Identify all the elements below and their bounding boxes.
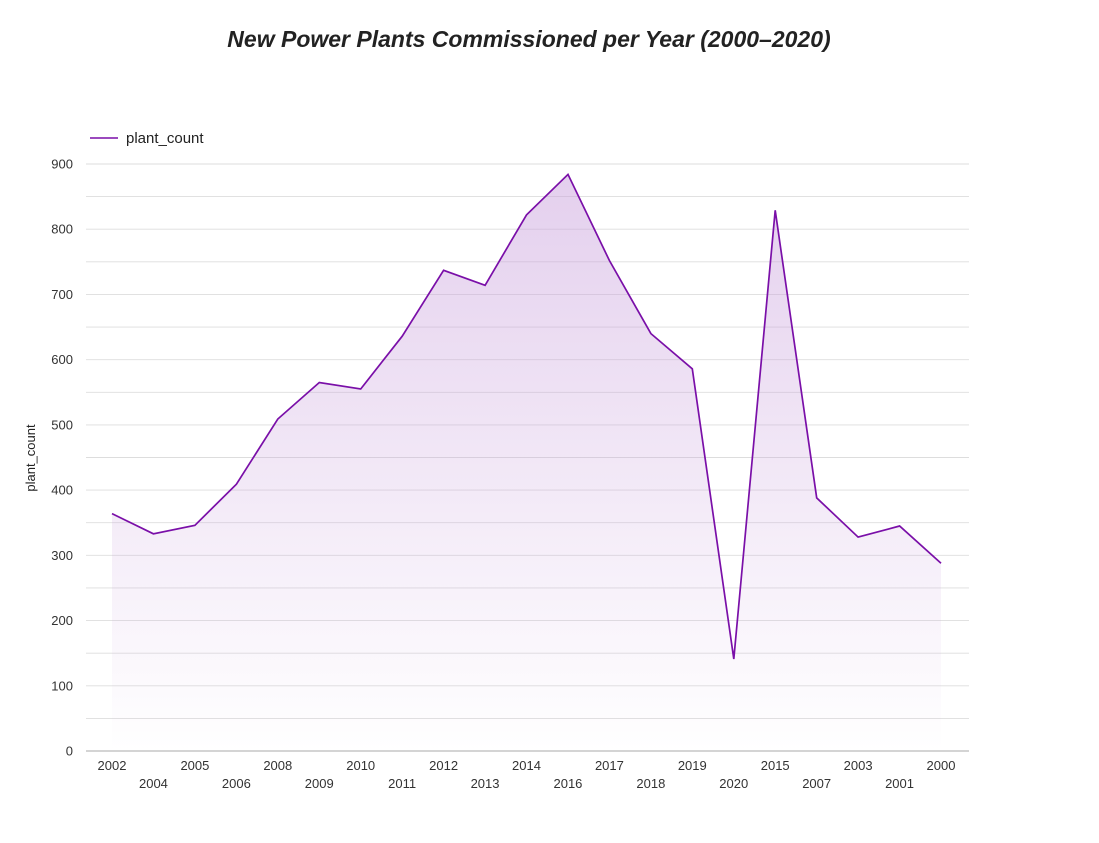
x-tick-label: 2011 [388, 776, 416, 791]
x-tick-label: 2001 [885, 776, 914, 791]
y-axis: 0 100 200 300 400 500 600 700 800 900 [51, 157, 73, 759]
x-tick-label: 2018 [636, 776, 665, 791]
x-tick-label: 2014 [512, 758, 541, 773]
x-tick-label: 2017 [595, 758, 624, 773]
y-tick-label: 400 [51, 483, 73, 498]
legend[interactable]: plant_count [90, 130, 204, 147]
x-tick-label: 2010 [346, 758, 375, 773]
x-tick-label: 2009 [305, 776, 334, 791]
x-tick-label: 2002 [98, 758, 127, 773]
plot-area [111, 172, 942, 751]
x-tick-label: 2000 [927, 758, 956, 773]
x-tick-label: 2005 [180, 758, 209, 773]
x-tick-label: 2016 [553, 776, 582, 791]
x-tick-label: 2013 [471, 776, 500, 791]
y-tick-label: 200 [51, 613, 73, 628]
y-tick-label: 100 [51, 678, 73, 693]
y-tick-label: 700 [51, 287, 73, 302]
x-tick-label: 2015 [761, 758, 790, 773]
y-tick-label: 600 [51, 352, 73, 367]
x-tick-label: 2004 [139, 776, 168, 791]
area-fill [112, 174, 941, 751]
y-tick-label: 900 [51, 157, 73, 172]
x-tick-label: 2020 [719, 776, 748, 791]
x-axis: 2002 2004 2005 2006 2008 2009 2010 2011 2012 2013… [98, 758, 956, 791]
y-tick-label: 300 [51, 548, 73, 563]
series-line [111, 172, 942, 660]
x-tick-label: 2006 [222, 776, 251, 791]
x-tick-label: 2003 [844, 758, 873, 773]
y-tick-label: 800 [51, 222, 73, 237]
x-tick-label: 2008 [263, 758, 292, 773]
y-tick-label: 500 [51, 417, 73, 432]
y-axis-title: plant_count [23, 424, 38, 492]
y-tick-label: 0 [66, 744, 73, 759]
chart-title: New Power Plants Commissioned per Year (… [227, 26, 831, 52]
x-tick-label: 2019 [678, 758, 707, 773]
x-tick-label: 2007 [802, 776, 831, 791]
legend-label: plant_count [126, 130, 204, 147]
x-tick-label: 2012 [429, 758, 458, 773]
